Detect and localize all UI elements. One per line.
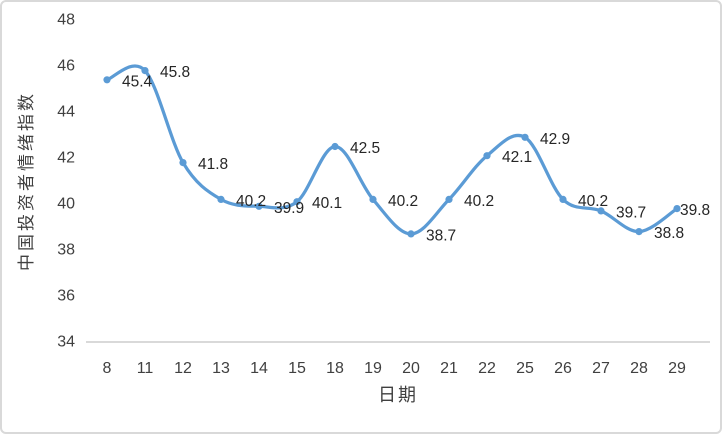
x-axis-tick-label: 21 <box>440 360 458 377</box>
data-point-marker <box>369 195 377 203</box>
x-axis-tick-label: 26 <box>554 360 572 377</box>
data-point-marker <box>559 195 567 203</box>
x-axis-tick-label: 18 <box>326 360 344 377</box>
data-point-label: 42.5 <box>350 140 380 157</box>
data-point-label: 40.2 <box>578 193 608 210</box>
data-point-marker <box>293 198 301 206</box>
data-point-label: 45.8 <box>160 64 190 81</box>
x-axis-title: 日期 <box>378 385 418 406</box>
x-axis-tick-label: 13 <box>212 360 230 377</box>
data-point-marker <box>331 142 339 151</box>
data-point-label: 38.7 <box>426 227 456 244</box>
y-axis-tick-label: 44 <box>57 104 75 121</box>
data-point-marker <box>255 202 263 210</box>
data-point-marker <box>407 230 415 238</box>
y-axis-tick-label: 48 <box>57 12 75 29</box>
x-axis-tick-label: 8 <box>103 360 112 377</box>
data-point-marker <box>217 195 225 203</box>
y-axis-tick-label: 34 <box>57 334 75 351</box>
series-line <box>105 64 679 236</box>
data-point-marker <box>445 195 453 203</box>
y-axis-tick-label: 38 <box>57 242 75 259</box>
data-point-label: 39.8 <box>680 202 710 219</box>
x-axis-tick-label: 19 <box>364 360 382 377</box>
data-point-marker <box>673 205 681 213</box>
y-axis-tick-label: 36 <box>57 288 75 305</box>
data-point-label: 42.9 <box>540 131 570 148</box>
data-point-marker <box>179 159 187 167</box>
data-point-label: 39.9 <box>274 200 304 217</box>
y-axis-title: 中国投资者情绪指数 <box>17 91 37 271</box>
data-point-label: 40.1 <box>312 195 342 212</box>
x-axis-tick-label: 28 <box>630 360 648 377</box>
data-point-label: 41.8 <box>198 156 228 173</box>
x-axis-tick-label: 11 <box>137 360 154 377</box>
y-axis-tick-label: 40 <box>57 196 75 213</box>
x-axis-tick-label: 12 <box>174 360 192 377</box>
data-point-marker <box>103 76 111 84</box>
data-point-label: 42.1 <box>502 149 532 166</box>
data-point-label: 38.8 <box>654 225 684 242</box>
x-axis-tick-label: 25 <box>516 360 534 377</box>
data-point-marker <box>483 152 491 160</box>
y-axis-tick-label: 46 <box>57 58 75 75</box>
x-axis-tick-label: 14 <box>250 360 268 377</box>
data-point-label: 39.7 <box>616 204 646 221</box>
plot-area: 34 36 38 40 42 44 46 48 8 11 12 13 14 15 18 19 20 21 22 25 2… <box>57 12 710 378</box>
x-axis-tick-label: 15 <box>288 360 306 377</box>
x-axis-tick-label: 20 <box>402 360 420 377</box>
y-axis-tick-label: 42 <box>57 150 75 167</box>
data-point-label: 45.4 <box>122 73 153 90</box>
data-point-marker <box>141 67 149 75</box>
x-axis-tick-label: 22 <box>478 360 496 377</box>
data-point-label: 40.2 <box>388 193 418 210</box>
data-point-marker <box>597 207 605 215</box>
x-axis-tick-label: 29 <box>668 360 686 377</box>
data-point-label: 40.2 <box>236 193 266 210</box>
data-point-marker <box>635 228 643 236</box>
data-point-label: 40.2 <box>464 193 494 210</box>
data-point-marker <box>521 133 529 141</box>
x-axis-tick-label: 27 <box>592 360 610 377</box>
